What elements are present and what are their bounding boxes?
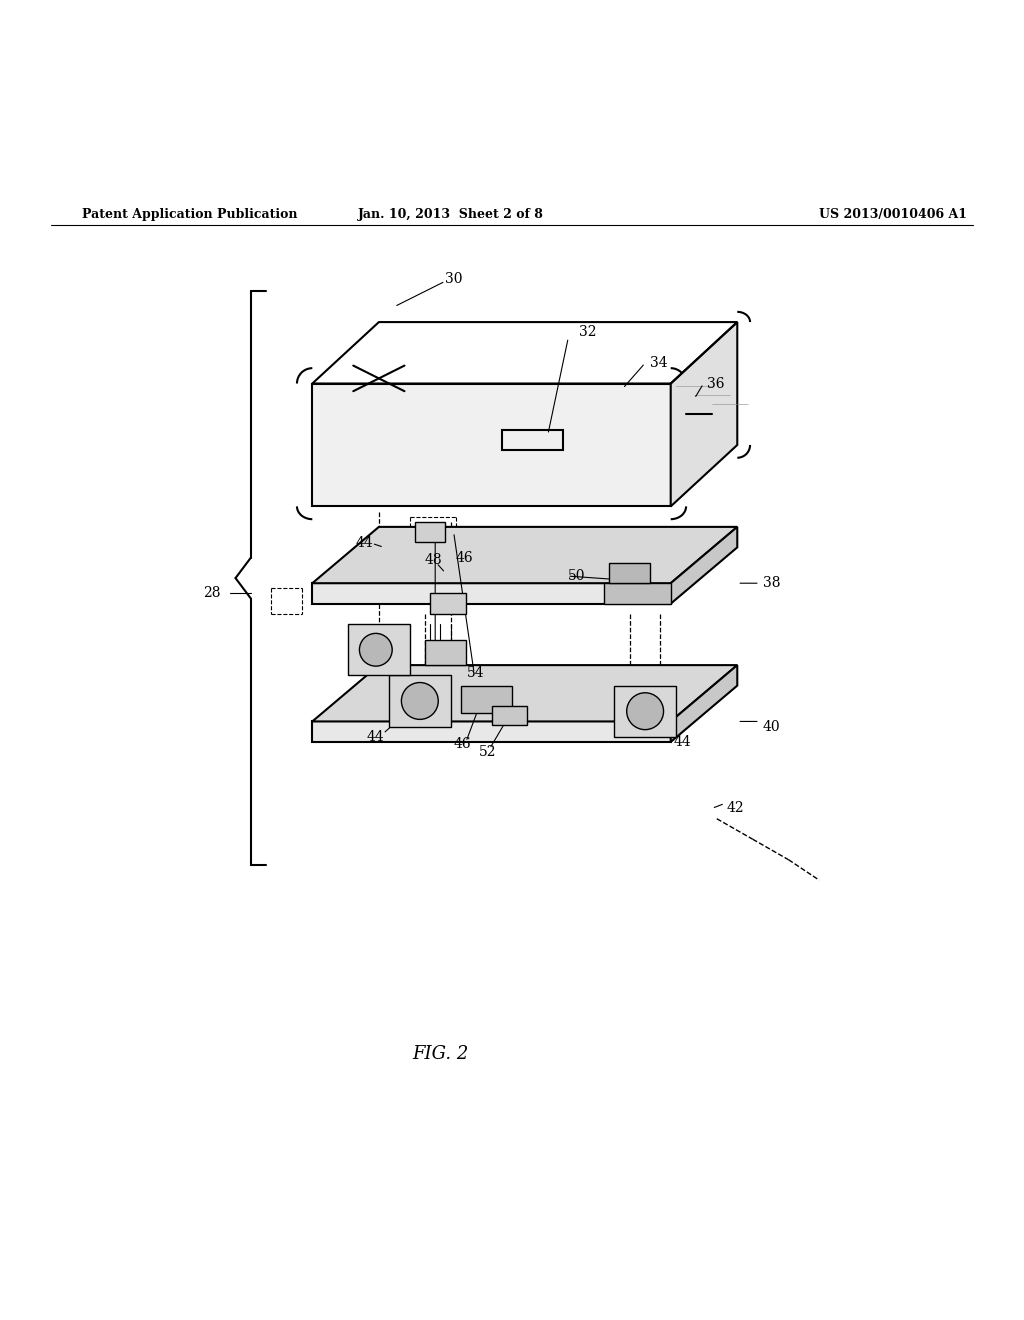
- Polygon shape: [604, 583, 671, 603]
- Polygon shape: [312, 665, 737, 722]
- Text: 40: 40: [763, 719, 780, 734]
- Text: 52: 52: [425, 655, 442, 669]
- Circle shape: [627, 693, 664, 730]
- Text: 28: 28: [203, 586, 220, 601]
- Text: 38: 38: [763, 577, 780, 590]
- Text: 50: 50: [568, 569, 586, 583]
- Text: 30: 30: [445, 272, 463, 286]
- Text: 44: 44: [356, 536, 374, 550]
- Polygon shape: [312, 384, 671, 507]
- Polygon shape: [312, 722, 671, 742]
- Polygon shape: [312, 583, 671, 603]
- Text: 46: 46: [454, 737, 471, 751]
- Text: 44: 44: [367, 730, 384, 743]
- Polygon shape: [415, 521, 445, 543]
- Text: Patent Application Publication: Patent Application Publication: [82, 209, 297, 220]
- Text: 54: 54: [467, 667, 484, 680]
- Text: 34: 34: [650, 356, 668, 370]
- Polygon shape: [425, 639, 466, 665]
- Text: 46: 46: [456, 550, 473, 565]
- Polygon shape: [461, 685, 512, 713]
- Text: 48: 48: [425, 553, 442, 566]
- Polygon shape: [671, 527, 737, 603]
- Polygon shape: [614, 685, 676, 737]
- Circle shape: [401, 682, 438, 719]
- Polygon shape: [671, 322, 737, 507]
- Polygon shape: [671, 665, 737, 742]
- Text: FIG. 2: FIG. 2: [412, 1045, 469, 1063]
- Polygon shape: [430, 594, 466, 614]
- Circle shape: [359, 634, 392, 667]
- Polygon shape: [312, 527, 737, 583]
- Text: 52: 52: [479, 746, 497, 759]
- Text: US 2013/0010406 A1: US 2013/0010406 A1: [819, 209, 968, 220]
- Text: Jan. 10, 2013  Sheet 2 of 8: Jan. 10, 2013 Sheet 2 of 8: [357, 209, 544, 220]
- Text: 36: 36: [707, 376, 724, 391]
- Text: 32: 32: [579, 325, 596, 339]
- Text: 44: 44: [674, 735, 691, 748]
- Polygon shape: [389, 676, 451, 726]
- Polygon shape: [492, 706, 527, 725]
- Polygon shape: [609, 562, 650, 583]
- Text: 42: 42: [727, 801, 744, 816]
- Polygon shape: [348, 624, 410, 676]
